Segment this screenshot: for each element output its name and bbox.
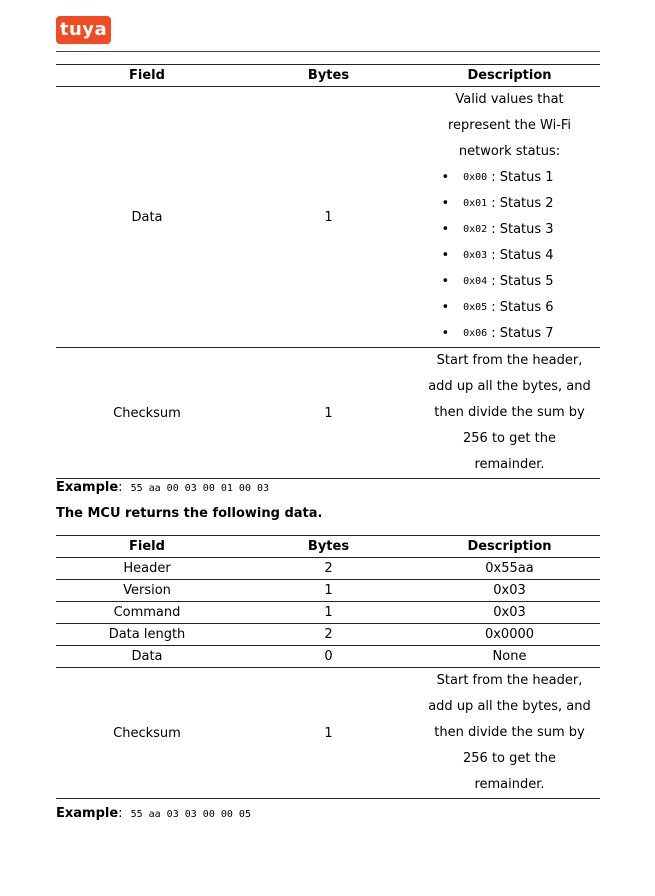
desc-line: network status:	[458, 144, 561, 159]
description-cell: 0x03	[419, 579, 600, 602]
desc-line: represent the Wi-Fi	[447, 118, 572, 133]
bullet-icon: •	[441, 300, 450, 315]
bytes-cell: 1	[238, 86, 419, 348]
bullet-item: • 0x06: Status 7	[419, 321, 600, 347]
desc-line: Start from the header,	[436, 673, 583, 688]
description-cell: Valid values that represent the Wi-Fi ne…	[419, 86, 600, 348]
bullet-icon: •	[441, 170, 450, 185]
paragraph: The MCU returns the following data.	[56, 506, 323, 521]
bullet-item: • 0x00: Status 1	[419, 165, 600, 191]
description-cell: 0x0000	[419, 623, 600, 646]
field-cell: Command	[56, 601, 238, 624]
bytes-cell: 2	[238, 623, 419, 646]
field-cell: Checksum	[56, 667, 238, 799]
bytes-cell: 1	[238, 347, 419, 479]
field-cell: Header	[56, 557, 238, 580]
desc-line: add up all the bytes, and	[428, 379, 591, 394]
example-label: Example	[56, 480, 119, 495]
status-code: 0x02	[463, 224, 488, 235]
mcu-response-table: Field Bytes Description Header 2 0x55aa Ver…	[56, 535, 600, 799]
column-header-field: Field	[56, 64, 238, 87]
table-row: Data 1 Valid values that represent the W…	[56, 86, 600, 348]
field-cell: Version	[56, 579, 238, 602]
bytes-cell: 2	[238, 557, 419, 580]
bullet-icon: •	[441, 274, 450, 289]
status-code: 0x05	[463, 302, 488, 313]
field-cell: Data	[56, 645, 238, 668]
status-text: : Status 5	[491, 274, 554, 289]
bullet-icon: •	[441, 248, 450, 263]
status-text: : Status 6	[491, 300, 554, 315]
status-text: : Status 1	[491, 170, 554, 185]
description-cell: Start from the header, add up all the by…	[419, 347, 600, 479]
desc-line: remainder.	[474, 457, 545, 472]
bytes-cell: 1	[238, 667, 419, 799]
desc-line: then divide the sum by	[434, 725, 585, 740]
bullet-icon: •	[441, 196, 450, 211]
header-divider	[56, 51, 600, 52]
bullet-item: • 0x02: Status 3	[419, 217, 600, 243]
table-row: Checksum 1 Start from the header, add up…	[56, 667, 600, 799]
tuya-logo: tuya	[56, 16, 111, 44]
status-code: 0x03	[463, 250, 488, 261]
table-row: Version 1 0x03	[56, 579, 600, 602]
wifi-status-table: Field Bytes Description Data 1 Valid val…	[56, 64, 600, 479]
column-header-bytes: Bytes	[238, 64, 419, 87]
bullet-item: • 0x04: Status 5	[419, 269, 600, 295]
column-header-description: Description	[419, 535, 600, 558]
example-code: 55 aa 03 03 00 00 05	[130, 809, 251, 820]
bullet-item: • 0x05: Status 6	[419, 295, 600, 321]
bytes-cell: 1	[238, 601, 419, 624]
field-cell: Data	[56, 86, 238, 348]
field-cell: Data length	[56, 623, 238, 646]
desc-line: 256 to get the	[463, 751, 556, 766]
desc-line: Valid values that	[455, 92, 564, 107]
example-2: Example: 55 aa 03 03 00 00 05	[56, 806, 251, 821]
bytes-cell: 1	[238, 579, 419, 602]
bytes-cell: 0	[238, 645, 419, 668]
example-code: 55 aa 00 03 00 01 00 03	[130, 483, 270, 494]
bullet-icon: •	[441, 222, 450, 237]
bullet-item: • 0x03: Status 4	[419, 243, 600, 269]
example-label: Example	[56, 806, 119, 821]
status-text: : Status 3	[491, 222, 554, 237]
description-cell: Start from the header, add up all the by…	[419, 667, 600, 799]
status-text: : Status 7	[491, 326, 554, 341]
table-row: Header 2 0x55aa	[56, 557, 600, 580]
desc-line: Start from the header,	[436, 353, 583, 368]
field-cell: Checksum	[56, 347, 238, 479]
desc-line: remainder.	[474, 777, 545, 792]
status-text: : Status 2	[491, 196, 554, 211]
example-1: Example: 55 aa 00 03 00 01 00 03	[56, 480, 270, 495]
bullet-icon: •	[441, 326, 450, 341]
column-header-description: Description	[419, 64, 600, 87]
table-row: Command 1 0x03	[56, 601, 600, 624]
description-cell: None	[419, 645, 600, 668]
description-cell: 0x03	[419, 601, 600, 624]
status-code: 0x01	[463, 198, 488, 209]
table-row: Data length 2 0x0000	[56, 623, 600, 646]
table-row: Checksum 1 Start from the header, add up…	[56, 347, 600, 479]
status-code: 0x04	[463, 276, 488, 287]
column-header-field: Field	[56, 535, 238, 558]
status-text: : Status 4	[491, 248, 554, 263]
column-header-bytes: Bytes	[238, 535, 419, 558]
desc-line: 256 to get the	[463, 431, 556, 446]
bullet-item: • 0x01: Status 2	[419, 191, 600, 217]
status-code: 0x00	[463, 172, 488, 183]
status-code: 0x06	[463, 328, 488, 339]
desc-line: add up all the bytes, and	[428, 699, 591, 714]
table-row: Data 0 None	[56, 645, 600, 668]
desc-line: then divide the sum by	[434, 405, 585, 420]
description-cell: 0x55aa	[419, 557, 600, 580]
